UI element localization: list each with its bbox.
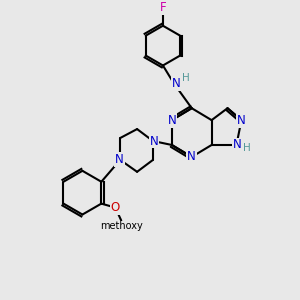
- Text: N: N: [167, 114, 176, 127]
- Text: N: N: [150, 134, 158, 148]
- Text: N: N: [188, 150, 196, 164]
- Text: N: N: [115, 153, 124, 167]
- Text: H: H: [242, 143, 250, 153]
- Text: methoxy: methoxy: [100, 221, 142, 232]
- Text: H: H: [182, 74, 190, 83]
- Text: N: N: [233, 139, 242, 152]
- Text: N: N: [172, 77, 180, 90]
- Text: N: N: [237, 114, 246, 127]
- Text: O: O: [111, 201, 120, 214]
- Text: F: F: [160, 1, 166, 14]
